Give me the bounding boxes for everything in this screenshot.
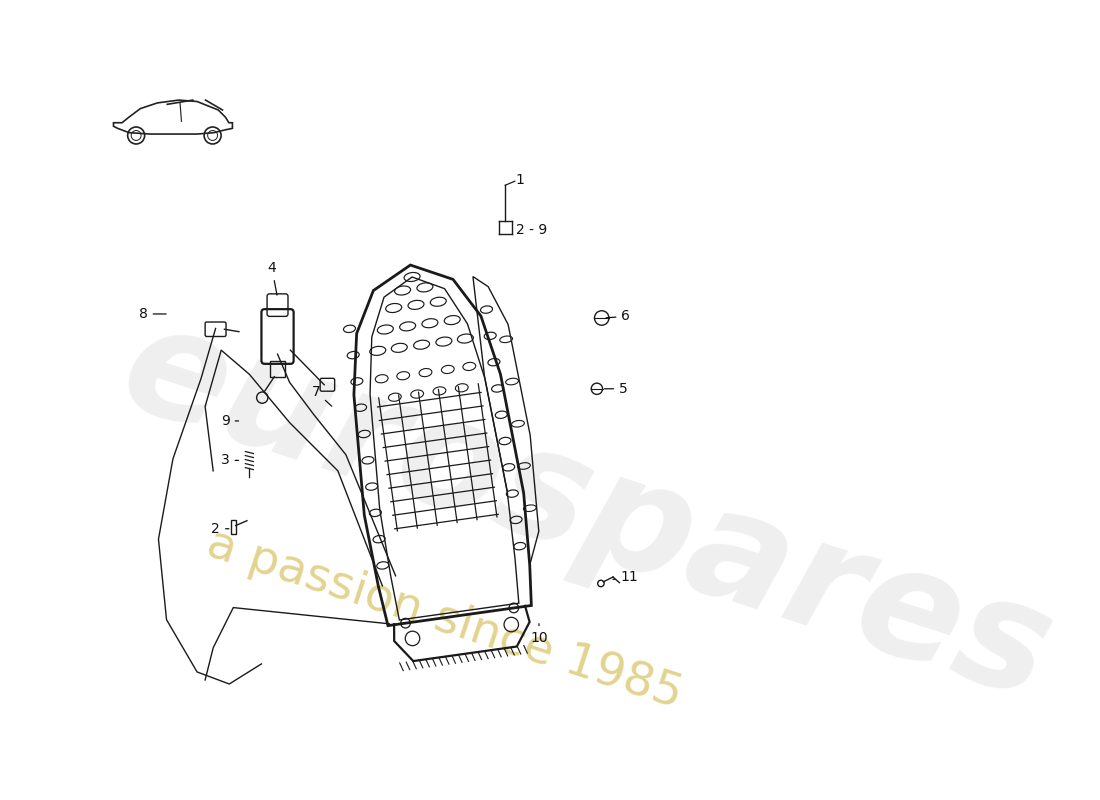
Text: 11: 11: [613, 570, 638, 584]
Text: 3: 3: [221, 454, 239, 467]
Text: 6: 6: [606, 310, 630, 323]
Text: 5: 5: [605, 382, 628, 396]
Text: 7: 7: [311, 385, 332, 406]
Text: 2 - 9: 2 - 9: [516, 222, 547, 237]
Text: 4: 4: [267, 261, 277, 295]
Text: 10: 10: [530, 624, 548, 645]
Text: eurospares: eurospares: [104, 291, 1069, 731]
Text: a passion since 1985: a passion since 1985: [201, 522, 688, 718]
Text: 8: 8: [139, 307, 166, 321]
Text: 1: 1: [516, 173, 525, 186]
Text: 9: 9: [221, 414, 239, 428]
Text: 2: 2: [211, 522, 229, 536]
